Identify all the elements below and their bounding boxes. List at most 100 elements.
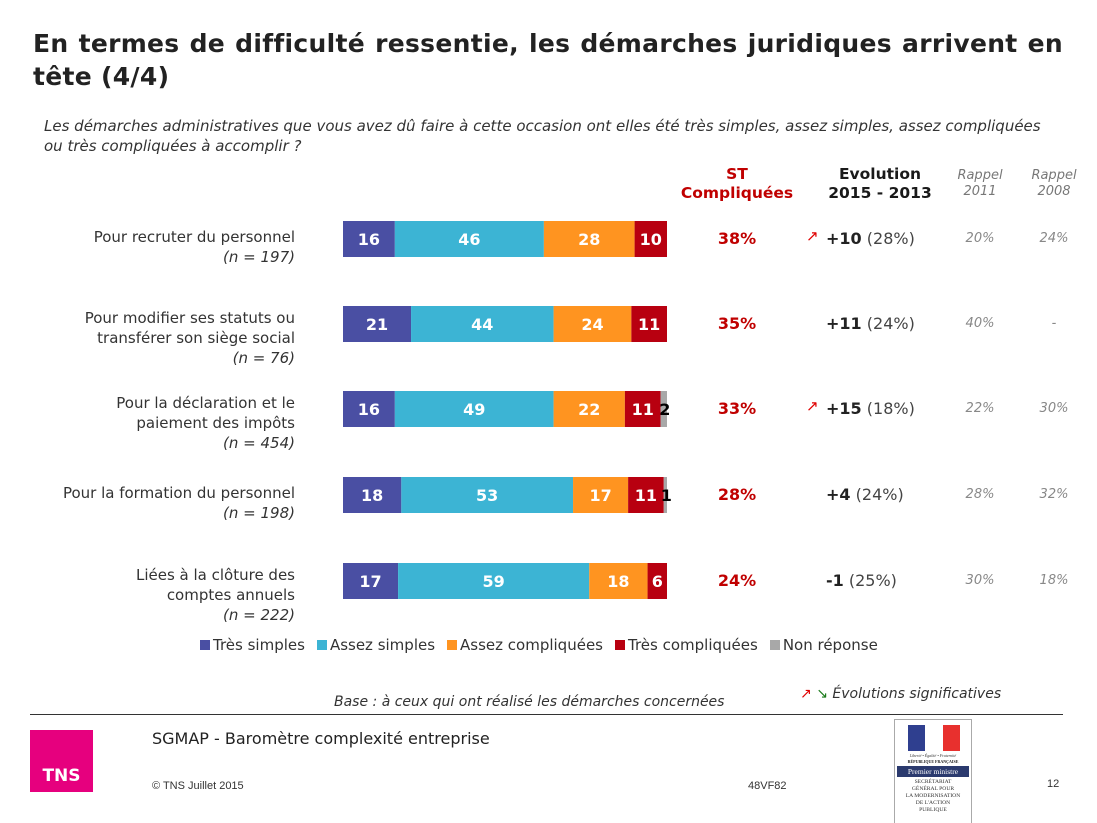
bar-segment-assez-compliquees xyxy=(553,306,632,342)
st-compliquees-value: 38% xyxy=(717,229,757,248)
gov-line: GÉNÉRAL POUR xyxy=(911,786,955,792)
evolution-previous: (24%) xyxy=(855,485,904,504)
bar-segment-assez-simples xyxy=(401,477,574,513)
header-st-line1: ST xyxy=(726,165,748,183)
bar-segment-assez-compliquees xyxy=(573,477,629,513)
bar-segment-tres-compliquees xyxy=(634,221,667,257)
bar-data-label: 2 xyxy=(659,400,670,419)
document-code: 48VF82 xyxy=(748,780,787,792)
evolution-value: +10 (28%) xyxy=(826,229,976,248)
chart-legend: Très simples Assez simples Assez compliq… xyxy=(200,636,878,654)
bar-data-label: 18 xyxy=(361,486,383,505)
bar-data-label: 21 xyxy=(366,315,388,334)
significant-increase-arrow-icon: ↗ xyxy=(806,227,819,245)
legend-item-tres-compliquees: Très compliquées xyxy=(615,636,758,654)
header-r2008-line1: Rappel xyxy=(1031,168,1077,183)
header-rappel-2008: Rappel 2008 xyxy=(1024,168,1084,200)
evolution-delta: +4 xyxy=(826,485,851,504)
legend-swatch xyxy=(615,640,625,650)
row-sample-size: (n = 222) xyxy=(223,606,295,624)
bar-segment-assez-compliquees xyxy=(589,563,648,599)
legend-label: Non réponse xyxy=(782,636,878,654)
arrow-up-icon: ↗ xyxy=(800,686,812,702)
row-label: Pour modifier ses statuts ou transférer s… xyxy=(0,308,295,368)
gouvernement-logo: Liberté • Égalité • Fraternité RÉPUBLIQU… xyxy=(894,719,972,823)
gov-line: SECRÉTARIAT xyxy=(914,779,952,785)
legend-item-assez-compliquees: Assez compliquées xyxy=(447,636,603,654)
significance-note: ↗ ↘ Évolutions significatives xyxy=(800,686,1001,702)
rappel-2008-value: 30% xyxy=(1039,401,1069,416)
gov-motto: Liberté • Égalité • Fraternité xyxy=(909,753,957,758)
evolution-value: +15 (18%) xyxy=(826,399,976,418)
legend-swatch xyxy=(447,640,458,650)
header-r2011-line1: Rappel xyxy=(957,168,1003,183)
header-st-compliquees: ST Compliquées xyxy=(672,165,802,203)
row-label: Pour recruter du personnel (n = 197) xyxy=(0,227,295,267)
row-label: Pour la formation du personnel (n = 198) xyxy=(0,483,295,523)
row-label-line: Pour modifier ses statuts ou xyxy=(84,309,295,327)
legend-item-non-reponse: Non réponse xyxy=(769,636,878,654)
bar-segment-assez-compliquees xyxy=(553,391,625,427)
footer-divider xyxy=(30,714,1063,715)
rappel-2011-value: 30% xyxy=(965,573,995,588)
header-evo-line1: Evolution xyxy=(838,165,922,183)
page-number: 12 xyxy=(1047,778,1060,790)
row-label: Liées à la clôture des comptes annuels (n … xyxy=(0,565,295,625)
gov-sgmap-lines: SECRÉTARIAT GÉNÉRAL POUR LA MODERNISATIO… xyxy=(896,779,970,814)
tns-logo: TNS xyxy=(30,730,93,792)
legend-label: Très compliquées xyxy=(628,636,758,654)
bar-segment-tres-simples xyxy=(343,477,402,513)
bar-data-label: 22 xyxy=(578,400,600,419)
legend-label: Assez compliquées xyxy=(460,636,603,654)
page-title: En termes de difficulté ressentie, les d… xyxy=(33,29,1063,91)
bar-data-label: 6 xyxy=(652,572,663,591)
bar-data-label: 17 xyxy=(359,572,381,591)
bar-segment-tres-compliquees xyxy=(624,391,661,427)
bar-segment-tres-simples xyxy=(343,391,395,427)
bar-segment-tres-compliquees xyxy=(628,477,664,513)
legend-label: Très simples xyxy=(213,636,305,654)
rappel-2008-value: 32% xyxy=(1039,487,1069,502)
arrow-down-icon: ↘ xyxy=(816,686,828,702)
bar-data-label: 46 xyxy=(458,230,480,249)
bar-segment-tres-simples xyxy=(343,306,412,342)
evolution-value: +11 (24%) xyxy=(826,314,976,333)
row-label: Pour la déclaration et le paiement des im… xyxy=(0,393,295,453)
evolution-previous: (18%) xyxy=(866,399,915,418)
marianne-flag-icon xyxy=(908,725,960,751)
bar-data-label: 16 xyxy=(358,400,380,419)
row-label-line: comptes annuels xyxy=(166,586,295,604)
rappel-2011-value: 28% xyxy=(965,487,995,502)
rappel-2011-value: 20% xyxy=(965,231,995,246)
evolution-value: +4 (24%) xyxy=(826,485,976,504)
bar-data-label: 28 xyxy=(578,230,600,249)
base-note: Base : à ceux qui ont réalisé les démarc… xyxy=(334,694,725,710)
row-label-line: paiement des impôts xyxy=(136,414,295,432)
bar-segment-tres-compliquees xyxy=(647,563,667,599)
row-sample-size: (n = 197) xyxy=(223,248,295,266)
bar-data-label: 10 xyxy=(640,230,662,249)
bar-data-label: 16 xyxy=(358,230,380,249)
bar-segment-tres-compliquees xyxy=(631,306,667,342)
legend-swatch xyxy=(316,640,327,650)
evolution-previous: (25%) xyxy=(848,571,897,590)
bar-segment-tres-simples xyxy=(343,563,399,599)
rappel-2008-value: 18% xyxy=(1039,573,1069,588)
row-label-line: transférer son siège social xyxy=(97,329,295,347)
header-evolution: Evolution 2015 - 2013 xyxy=(810,165,950,203)
legend-label: Assez simples xyxy=(329,636,436,654)
rappel-2011-value: 40% xyxy=(965,316,995,331)
row-sample-size: (n = 198) xyxy=(223,504,295,522)
legend-item-assez-simples: Assez simples xyxy=(316,636,436,654)
bar-data-label: 49 xyxy=(463,400,485,419)
gov-line: LA MODERNISATION xyxy=(905,793,961,799)
bar-segment-assez-compliquees xyxy=(543,221,635,257)
bar-data-label: 11 xyxy=(635,486,657,505)
gov-line: PUBLIQUE xyxy=(919,807,947,813)
bar-data-label: 1 xyxy=(661,486,672,505)
evolution-previous: (24%) xyxy=(866,314,915,333)
st-compliquees-value: 33% xyxy=(717,399,757,418)
bar-segment-assez-simples xyxy=(394,391,554,427)
bar-data-label: 44 xyxy=(471,315,493,334)
header-st-line2: Compliquées xyxy=(680,184,794,202)
